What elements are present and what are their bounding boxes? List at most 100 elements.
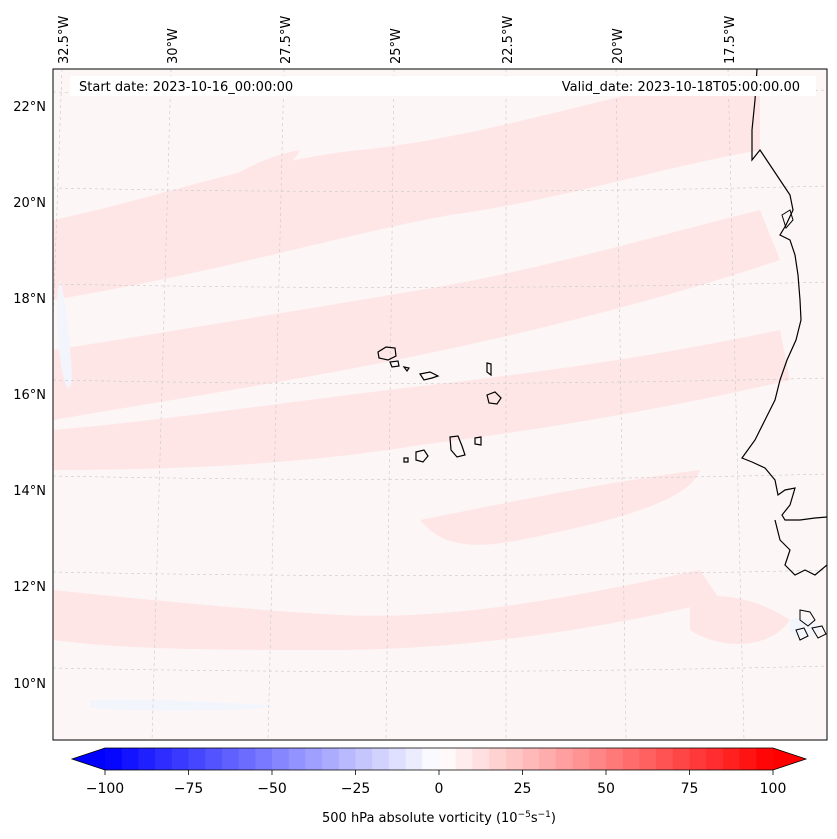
santa-luzia-island [402, 366, 410, 373]
colorbar-label: 500 hPa absolute vorticity (10−5s−1) [322, 810, 556, 826]
lon-label-22-5w: 22.5°W [501, 16, 516, 64]
gridline-lat-3 [53, 377, 827, 384]
lat-label-16n: 16°N [13, 388, 46, 403]
colorbar-swatch-35 [689, 748, 707, 770]
colorbar-swatch-21 [455, 748, 473, 770]
fogo-island [415, 449, 429, 463]
colorbar-swatch-25 [522, 748, 540, 770]
longitude-labels: 32.5°W 30°W 27.5°W 25°W 22.5°W 20°W 17.5… [57, 16, 738, 64]
colorbar-tick-label-1: −75 [174, 781, 204, 797]
gridline-lat-1 [53, 185, 827, 192]
west-africa-coastline-south [774, 519, 827, 576]
colorbar-tick-label-2: −50 [257, 781, 287, 797]
start-date-label: Start date: 2023-10-16_00:00:00 [79, 80, 293, 95]
colorbar-swatch-38 [739, 748, 757, 770]
colorbar-swatch-29 [589, 748, 607, 770]
latitude-labels: 22°N 20°N 18°N 16°N 14°N 12°N 10°N [13, 100, 46, 692]
negative-vorticity-patch-south [90, 699, 280, 711]
lat-label-10n: 10°N [13, 677, 46, 692]
lat-label-14n: 14°N [13, 484, 46, 499]
negative-vorticity-strip-west [56, 280, 72, 388]
santiago-island [449, 435, 466, 458]
colorbar-swatch-5 [188, 748, 206, 770]
colorbar-swatch-8 [238, 748, 256, 770]
colorbar-swatch-22 [472, 748, 490, 770]
colorbar-label-main: 500 hPa absolute vorticity (10 [322, 811, 518, 826]
lat-label-18n: 18°N [13, 292, 46, 307]
gridline-lat-2 [53, 281, 827, 288]
colorbar-swatch-23 [489, 748, 507, 770]
lat-label-12n: 12°N [13, 580, 46, 595]
vorticity-patch-west [70, 608, 170, 642]
colorbar-swatch-6 [205, 748, 223, 770]
coastal-island-north [781, 209, 794, 230]
colorbar-swatches [105, 748, 774, 770]
colorbar-extend-max [773, 748, 806, 770]
vorticity-patch-east [690, 596, 790, 644]
gridline-lon-2 [267, 69, 285, 740]
vorticity-field [53, 69, 827, 740]
colorbar-swatch-20 [439, 748, 457, 770]
colorbar-label-end: ) [551, 811, 556, 826]
cape-verde-islands [377, 346, 502, 463]
sao-nicolau-island [419, 371, 440, 381]
colorbar-swatch-27 [555, 748, 574, 770]
colorbar-tick-label-6: 50 [597, 781, 615, 797]
colorbar-swatch-3 [155, 748, 173, 770]
map-frame [52, 68, 828, 741]
colorbar-swatch-12 [305, 748, 323, 770]
colorbar-swatch-11 [288, 748, 306, 770]
colorbar-swatch-28 [572, 748, 590, 770]
colorbar-swatch-33 [656, 748, 674, 770]
lat-label-20n: 20°N [13, 196, 46, 211]
colorbar-tick-label-5: 25 [514, 781, 532, 797]
vorticity-band-southeast [420, 470, 700, 545]
colorbar-swatch-4 [171, 748, 189, 770]
gridline-lon-5 [615, 69, 627, 740]
colorbar-label-exp1: −5 [518, 810, 531, 820]
colorbar-swatch-30 [606, 748, 624, 770]
lat-label-22n: 22°N [13, 100, 46, 115]
colorbar-swatch-2 [138, 748, 156, 770]
brava-island [403, 457, 409, 463]
lon-label-17-5w: 17.5°W [723, 16, 738, 64]
valid-date-label: Valid_date: 2023-10-18T05:00:00.00 [562, 80, 800, 95]
colorbar-swatch-26 [539, 748, 557, 770]
colorbar-swatch-10 [272, 748, 290, 770]
sal-island [486, 362, 492, 377]
gridline-lat-5 [53, 569, 827, 576]
colorbar-swatch-39 [756, 748, 774, 770]
gridline-lat-6 [53, 665, 827, 672]
colorbar-ticks: −100 −75 −50 −25 0 25 50 75 100 [86, 770, 786, 797]
colorbar-swatch-1 [121, 748, 139, 770]
gridline-lon-6 [727, 69, 745, 740]
colorbar-swatch-15 [355, 748, 373, 770]
colorbar-tick-label-3: −25 [341, 781, 371, 797]
vorticity-band-middle [53, 210, 780, 420]
colorbar-swatch-37 [722, 748, 741, 770]
vorticity-band-lower [53, 330, 790, 470]
lon-label-25w: 25°W [389, 28, 404, 64]
colorbar-swatch-17 [388, 748, 407, 770]
lon-label-20w: 20°W [611, 28, 626, 64]
colorbar-tick-label-7: 75 [681, 781, 699, 797]
colorbar-swatch-0 [105, 748, 123, 770]
gridline-lon-3 [385, 69, 395, 740]
lon-label-30w: 30°W [166, 28, 181, 64]
colorbar-swatch-34 [672, 748, 690, 770]
colorbar-swatch-7 [221, 748, 240, 770]
colorbar-extend-min [72, 748, 105, 770]
colorbar-swatch-36 [706, 748, 724, 770]
colorbar-swatch-13 [322, 748, 340, 770]
sao-vicente-island [389, 360, 400, 368]
lon-label-32-5w: 32.5°W [57, 16, 72, 64]
colorbar-swatch-19 [422, 748, 440, 770]
bijagos-islands [795, 609, 827, 641]
vorticity-band-southwest [53, 570, 720, 650]
vorticity-band-north [210, 150, 300, 190]
maio-island [474, 436, 482, 446]
map-panel: Start date: 2023-10-16_00:00:00 Valid_da… [52, 68, 828, 741]
gridline-lon-1 [151, 69, 172, 740]
santo-antao-island [377, 346, 397, 361]
